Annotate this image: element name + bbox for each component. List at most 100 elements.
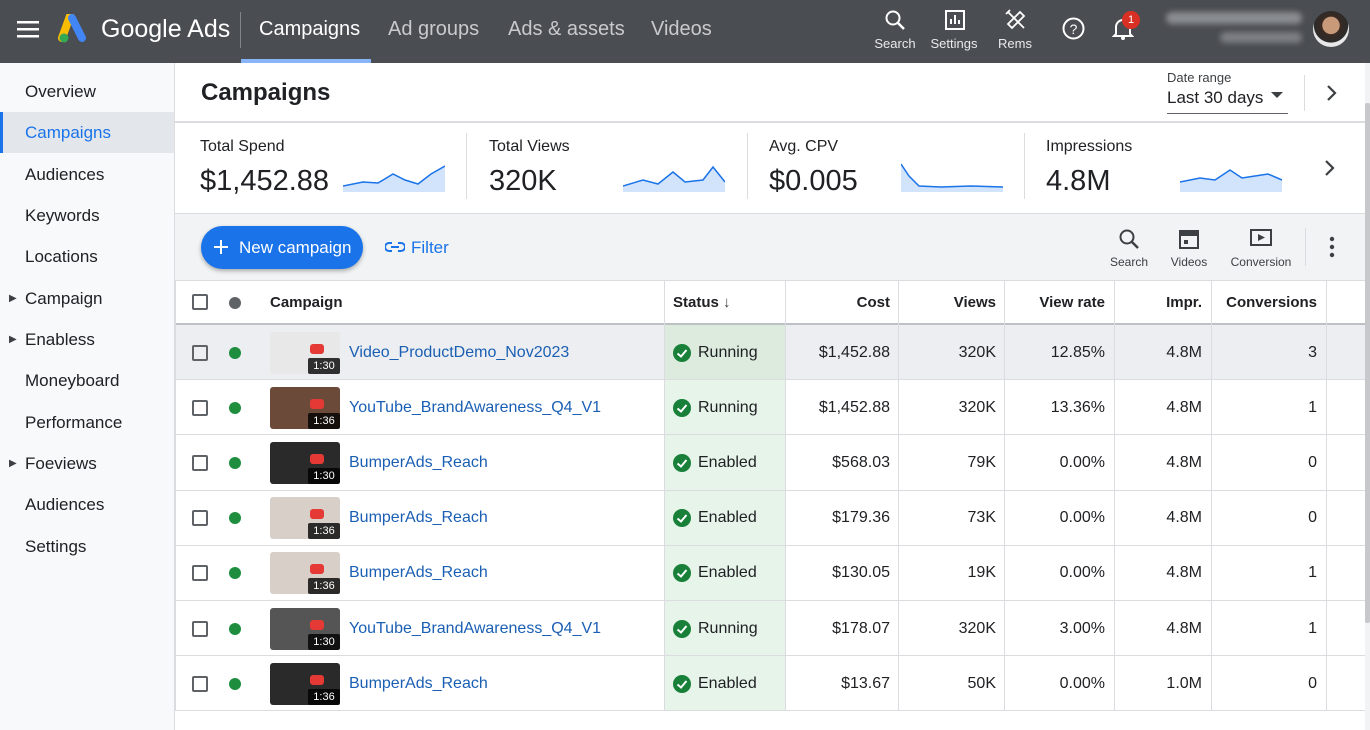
title-bar xyxy=(175,63,1365,123)
tab[interactable]: Ads & assets xyxy=(508,18,625,40)
filter-button[interactable]: Filter xyxy=(411,238,449,257)
tool-label[interactable]: Rems xyxy=(998,36,1032,51)
duration: 1:30 xyxy=(308,633,340,650)
new-campaign-button[interactable]: New campaign xyxy=(201,226,363,269)
divider xyxy=(747,133,748,199)
more-menu[interactable] xyxy=(1329,236,1335,258)
checkbox[interactable] xyxy=(192,294,208,310)
column-header[interactable]: Status xyxy=(673,294,719,311)
cell: 320K xyxy=(958,619,996,637)
checkbox[interactable] xyxy=(192,344,208,361)
column-header[interactable]: Cost xyxy=(856,294,890,311)
nav-item[interactable]: Keywords xyxy=(25,206,100,225)
action-label[interactable]: Conversion xyxy=(1230,255,1292,269)
nav-item[interactable]: Foeviews xyxy=(25,454,97,473)
cell: 4.8M xyxy=(1166,619,1202,637)
metric-label: Impressions xyxy=(1046,138,1133,155)
cell: 0 xyxy=(1308,454,1317,471)
settings-icon[interactable] xyxy=(944,9,966,31)
cell: 13.36% xyxy=(1050,398,1105,416)
campaign-link[interactable]: BumperAds_Reach xyxy=(349,454,488,471)
toolbar: New campaign Filter Search Videos Conver… xyxy=(175,213,1365,280)
campaign-link[interactable]: BumperAds_Reach xyxy=(349,509,488,527)
column-header[interactable]: Views xyxy=(953,294,996,311)
brand: Google Ads xyxy=(101,15,231,43)
metric-label: Total Spend xyxy=(200,138,285,155)
expand-arrow[interactable]: ▶ xyxy=(9,293,17,304)
tab-indicator xyxy=(241,59,371,63)
column-divider xyxy=(785,280,786,712)
checkbox[interactable] xyxy=(192,675,208,692)
calendar-icon[interactable] xyxy=(1179,227,1199,249)
nav-item[interactable]: Moneyboard xyxy=(25,371,120,390)
nav-item[interactable]: Overview xyxy=(25,82,96,101)
column-divider xyxy=(664,280,665,712)
filter-icon[interactable] xyxy=(385,241,405,253)
cell: 3.00% xyxy=(1059,619,1105,637)
action-label[interactable]: Videos xyxy=(1170,255,1208,269)
nav-item[interactable]: Audiences xyxy=(25,495,105,514)
nav-item[interactable]: Locations xyxy=(25,247,98,266)
status-icon xyxy=(673,564,691,583)
tool-label[interactable]: Settings xyxy=(930,36,978,51)
cell: $1,452.88 xyxy=(818,398,890,416)
column-divider xyxy=(898,280,899,712)
tab[interactable]: Videos xyxy=(651,18,712,40)
expand-arrow[interactable]: ▶ xyxy=(9,458,17,469)
date-range-select[interactable]: Last 30 days xyxy=(1167,88,1288,114)
nav-item[interactable]: Campaigns xyxy=(0,112,174,153)
campaign-link[interactable]: BumperAds_Reach xyxy=(349,674,488,692)
dropdown-arrow[interactable] xyxy=(1270,90,1284,100)
menu-icon[interactable] xyxy=(17,20,39,38)
action-label[interactable]: Search xyxy=(1109,255,1149,269)
nav-item[interactable]: Performance xyxy=(25,413,123,432)
page-title: Campaigns xyxy=(201,79,331,106)
campaign-link[interactable]: YouTube_BrandAwareness_Q4_V1 xyxy=(349,398,602,416)
nav-item[interactable]: Audiences xyxy=(25,165,105,184)
nav-item[interactable]: Enabless xyxy=(25,330,95,349)
campaign-link[interactable]: Video_ProductDemo_Nov2023 xyxy=(349,343,570,361)
column-divider xyxy=(1114,280,1115,712)
account-email xyxy=(1220,32,1302,43)
cell: 1.0M xyxy=(1166,674,1202,692)
nav-item[interactable]: Settings xyxy=(25,537,87,556)
cell: 50K xyxy=(967,674,996,692)
column-header[interactable]: Conversions xyxy=(1226,294,1317,311)
cell: 73K xyxy=(967,509,996,527)
tab[interactable]: Ad groups xyxy=(388,18,480,40)
nav-item[interactable]: Campaign xyxy=(25,289,103,308)
cell: 1 xyxy=(1308,564,1317,582)
status-dot xyxy=(229,457,241,469)
checkbox[interactable] xyxy=(192,455,208,471)
tools-icon[interactable] xyxy=(1004,8,1028,32)
divider xyxy=(240,12,241,48)
metric-value: 4.8M xyxy=(1046,165,1111,197)
help-icon[interactable]: ? xyxy=(1062,17,1085,40)
avatar[interactable] xyxy=(1313,11,1349,47)
campaign-link[interactable]: BumperAds_Reach xyxy=(349,564,488,582)
next-button[interactable] xyxy=(1324,159,1336,177)
metric-label: Avg. CPV xyxy=(769,138,839,155)
column-header[interactable]: Campaign xyxy=(270,294,343,311)
conversion-icon[interactable] xyxy=(1250,228,1272,248)
tool-label[interactable]: Search xyxy=(874,36,916,51)
campaign-link[interactable]: YouTube_BrandAwareness_Q4_V1 xyxy=(349,619,602,637)
tab[interactable]: Campaigns xyxy=(259,18,361,40)
column-divider xyxy=(1004,280,1005,712)
column-header[interactable]: View rate xyxy=(1039,294,1105,311)
top-bar: Google Ads Campaigns Ad groups Ads & ass… xyxy=(0,0,1370,63)
sort-arrow[interactable]: ↓ xyxy=(723,294,731,311)
status-icon xyxy=(673,454,691,472)
expand-arrow[interactable]: ▶ xyxy=(9,334,17,345)
next-button[interactable] xyxy=(1326,84,1338,102)
checkbox[interactable] xyxy=(192,565,208,582)
cell: $1,452.88 xyxy=(818,343,890,361)
checkbox[interactable] xyxy=(192,620,208,637)
checkbox[interactable] xyxy=(192,399,208,416)
search-icon[interactable] xyxy=(1118,228,1140,250)
duration: 1:36 xyxy=(308,523,340,540)
search-icon[interactable] xyxy=(884,9,906,31)
column-header[interactable]: Impr. xyxy=(1166,294,1202,311)
checkbox[interactable] xyxy=(192,510,208,527)
